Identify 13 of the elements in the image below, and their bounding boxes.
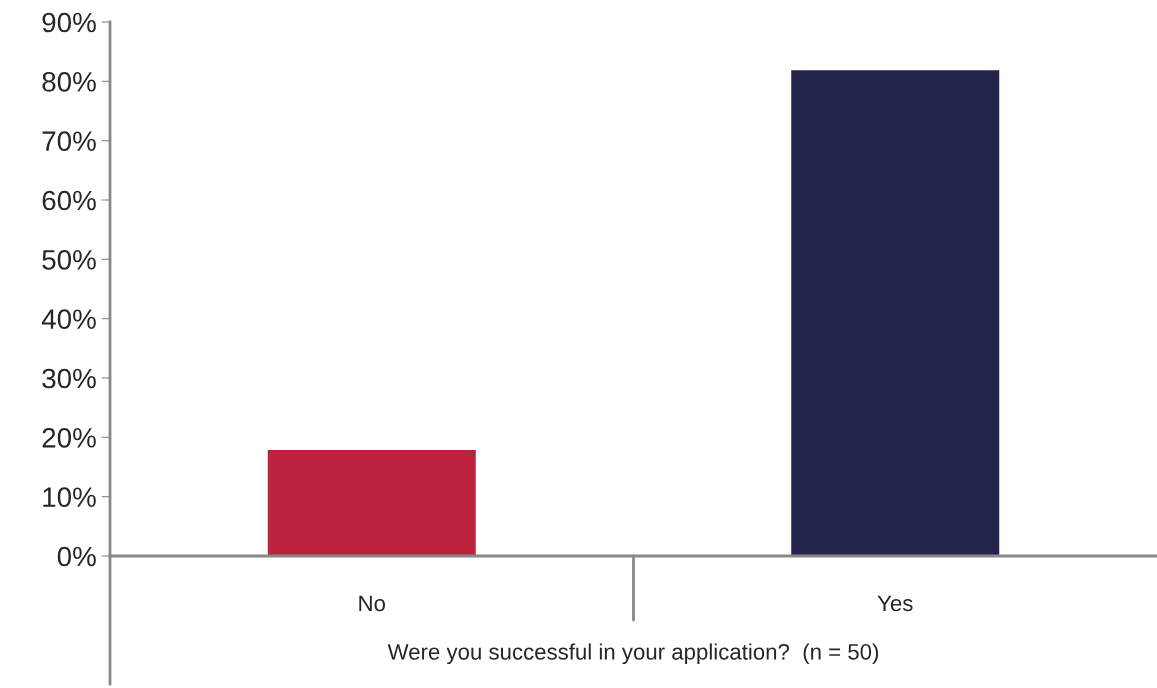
y-tick-label: 10% xyxy=(43,487,96,508)
y-tick-label: 80% xyxy=(42,72,96,92)
x-tick-label: No xyxy=(359,595,386,612)
y-tick-label: 90% xyxy=(42,12,96,33)
y-tick-label: 0% xyxy=(57,546,96,567)
x-tick-label: Yes xyxy=(877,595,913,612)
y-tick-label: 20% xyxy=(42,428,96,448)
y-tick-label: 40% xyxy=(41,309,96,330)
y-tick-label: 60% xyxy=(42,190,96,211)
y-tick-label: 70% xyxy=(42,131,96,152)
x-axis-title: Were you successful in your application? (n = 50) xyxy=(387,643,879,665)
y-tick-label: 50% xyxy=(42,250,96,270)
y-tick-label: 30% xyxy=(42,368,96,389)
